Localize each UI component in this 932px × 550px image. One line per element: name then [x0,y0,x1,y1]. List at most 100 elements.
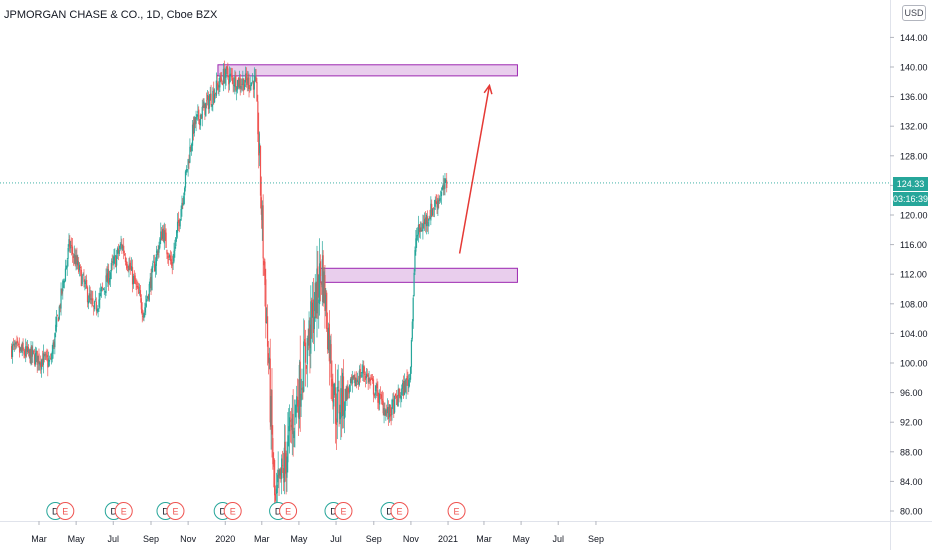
candle-body [263,260,265,266]
event-marker-label: E [454,507,460,517]
candle-body [145,303,147,307]
candle-body [55,324,57,332]
price-tick-label: 108.00 [900,299,928,309]
candle-body [101,287,103,292]
earnings-marker[interactable] [223,502,242,520]
price-tick-label: 92.00 [900,418,923,428]
candle-body [316,268,318,314]
candle-body [399,395,401,398]
candle-body [48,360,51,362]
candle-body [312,299,315,333]
candle-body [21,344,23,353]
candle-body [311,302,314,318]
candle-body [434,199,436,207]
candle-body [344,388,346,411]
candle-body [127,269,129,271]
earnings-marker[interactable] [447,502,466,520]
candle-body [311,299,313,315]
candle-body [249,87,251,89]
candle-body [192,122,195,135]
currency-button[interactable]: USD [902,5,926,21]
earnings-marker[interactable] [114,502,133,520]
candle-body [229,73,232,76]
candle-body [45,353,47,355]
candle-body [265,279,267,323]
candle-body [41,359,43,370]
candle-body [419,227,421,232]
candle-body [23,350,25,355]
plot-area[interactable] [0,0,890,521]
candle-body [90,298,92,300]
candle-body [221,79,223,82]
candle-body [28,349,30,352]
candle-body [199,114,202,126]
candle-body [443,185,445,190]
earnings-marker[interactable] [56,502,75,520]
candle-body [387,406,390,420]
candle-body [146,299,148,302]
candle-body [303,341,305,392]
candle-body [53,341,55,347]
candle-body [297,399,300,418]
candle-body [341,392,343,414]
candle-body [360,375,362,377]
candle-body [44,354,46,357]
zone-support[interactable] [319,267,518,283]
candle-body [236,80,239,90]
candle-body [247,77,249,84]
candle-body [398,388,400,396]
candle-body [421,230,423,231]
candle-body [376,383,378,389]
candle-body [274,460,276,496]
price-tick-label: 116.00 [900,240,927,250]
candle-body [252,81,255,90]
earnings-marker[interactable] [334,502,353,520]
candle-body [93,301,96,310]
trend-arrow[interactable] [458,85,491,254]
candle-body [433,208,435,210]
candle-body [341,372,344,417]
candle-body [355,380,357,387]
candle-body [259,143,261,154]
candle-body [33,354,36,365]
candle-body [32,349,34,355]
candle-body [98,299,100,308]
candle-body [14,345,16,347]
candle-body [244,73,247,83]
candle-body [115,256,117,268]
candle-body [80,269,82,287]
candle-body [155,254,157,266]
candle-body [369,378,371,382]
earnings-marker[interactable] [279,502,298,520]
candle-body [442,183,444,190]
candle-body [435,201,437,204]
candle-body [425,214,428,227]
price-tick-label: 136.00 [900,92,928,102]
candle-body [409,366,412,380]
candle-body [445,180,447,181]
candle-body [66,260,68,268]
chart-title: JPMORGAN CHASE & CO., 1D, Cboe BZX [4,9,218,21]
candle-body [124,257,127,262]
candle-body [287,435,289,463]
earnings-marker[interactable] [166,502,185,520]
candle-body [295,405,297,407]
candle-body [38,353,40,365]
candle-body [183,196,185,206]
candle-body [373,394,375,397]
candle-body [237,77,240,87]
time-tick-label: Sep [588,534,604,544]
price-tick-label: 144.00 [900,33,928,43]
candle-body [336,387,338,423]
candle-body [13,343,15,346]
price-axis: 80.00 84.00 88.00 92.00 96.00 100.00 104.00 108… [890,33,928,517]
candle-body [197,110,199,114]
earnings-marker[interactable] [390,502,409,520]
candle-body [108,270,110,285]
event-marker-label: E [121,507,127,517]
zone-resistance[interactable] [217,64,518,77]
candle-body [176,230,178,237]
candle-body [428,218,430,221]
candle-body [77,260,79,266]
